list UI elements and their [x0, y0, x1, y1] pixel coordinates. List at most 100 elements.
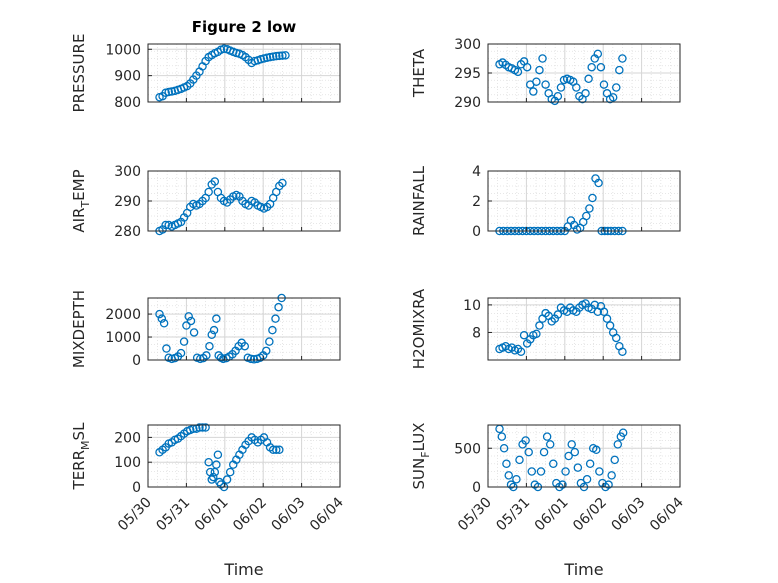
data-point: [179, 337, 189, 346]
data-point: [529, 87, 538, 96]
data-point: [612, 83, 621, 92]
data-point: [268, 325, 277, 335]
y-tick-label: 290: [114, 194, 141, 210]
y-tick-label: 200: [114, 430, 141, 446]
x-tick-label: 06/03: [269, 495, 309, 535]
x-tick-label: 06/02: [230, 495, 270, 535]
y-tick-label: 1000: [105, 330, 141, 346]
data-point: [212, 460, 221, 469]
data-point: [176, 348, 186, 358]
data-point: [268, 52, 278, 61]
data-point: [535, 65, 544, 75]
y-tick-label: 100: [114, 455, 141, 471]
data-point: [513, 67, 523, 77]
data-point: [618, 54, 627, 63]
data-point: [618, 347, 627, 356]
data-point: [618, 428, 628, 437]
data-point: [558, 480, 567, 489]
data-point: [535, 321, 544, 330]
x-tick-label: 06/04: [647, 494, 687, 534]
data-point: [506, 480, 516, 489]
subplot-5: 0 1000 2000 MIXDEPTH: [70, 290, 341, 369]
data-point: [588, 193, 597, 203]
x-tick-label: 06/01: [532, 495, 572, 535]
data-point: [581, 89, 590, 98]
y-tick-label: 0: [472, 224, 481, 240]
axes-box: [147, 43, 341, 103]
axes-box: [487, 424, 681, 488]
data-point: [585, 204, 594, 213]
y-tick-label: 2000: [105, 307, 141, 323]
data-point: [249, 355, 259, 364]
data-point: [281, 51, 290, 60]
data-point: [201, 423, 210, 432]
data-point: [222, 475, 232, 484]
data-point: [593, 49, 603, 59]
y-tick-label: 8: [472, 325, 481, 341]
data-point: [612, 333, 621, 343]
axes-box: [147, 297, 341, 361]
data-point: [205, 341, 214, 351]
axes-box: [487, 297, 681, 361]
data-point: [536, 467, 546, 476]
data-point: [159, 319, 169, 328]
data-point: [272, 445, 281, 455]
y-axis-label: PRESSURE: [70, 34, 88, 113]
y-tick-label: 10: [463, 298, 481, 314]
x-axis-label: Time: [223, 560, 263, 579]
data-point: [278, 178, 287, 188]
y-axis-label: AIRTEMP: [70, 169, 92, 232]
y-tick-label: 0: [472, 480, 481, 496]
data-point: [584, 74, 593, 84]
x-tick-label: 06/02: [570, 495, 610, 535]
data-point: [553, 91, 563, 101]
data-point: [587, 62, 596, 72]
x-tick-label: 06/03: [609, 495, 649, 535]
x-tick-label: 05/30: [455, 495, 495, 535]
x-tick-label: 05/31: [493, 495, 533, 535]
y-axis-label: SUNFLUX: [410, 423, 432, 490]
data-point: [246, 354, 256, 364]
data-point: [602, 314, 612, 323]
data-point: [615, 65, 624, 75]
y-tick-label: 295: [454, 66, 481, 82]
y-tick-label: 0: [132, 480, 141, 496]
x-tick-label: 06/01: [192, 495, 232, 535]
data-point: [610, 455, 619, 465]
data-point: [271, 314, 280, 323]
data-point: [274, 302, 283, 312]
x-tick-label: 05/30: [115, 495, 155, 535]
subplot-3: 280 290 300 AIRTEMP: [70, 164, 341, 240]
data-point: [499, 443, 509, 453]
data-point: [189, 328, 199, 337]
y-tick-label: 500: [454, 441, 481, 457]
y-tick-label: 4: [472, 164, 481, 180]
y-tick-label: 1000: [105, 42, 141, 58]
data-point: [204, 457, 213, 467]
data-point: [209, 472, 218, 482]
data-point: [265, 52, 275, 62]
data-point: [155, 309, 164, 319]
data-point: [585, 459, 595, 468]
data-point: [599, 80, 609, 89]
data-point: [157, 314, 167, 323]
data-point: [607, 471, 616, 480]
data-point: [275, 445, 284, 455]
data-point: [195, 423, 204, 432]
data-point: [161, 220, 170, 230]
y-tick-label: 2: [472, 194, 481, 210]
data-point: [522, 62, 532, 72]
data-point: [604, 480, 613, 489]
data-point: [186, 316, 196, 326]
data-point: [502, 459, 511, 468]
data-point: [275, 51, 284, 61]
data-point: [184, 312, 193, 321]
data-point: [213, 450, 223, 460]
data-point: [545, 440, 555, 449]
data-point: [541, 80, 550, 89]
data-point: [164, 87, 173, 97]
data-point: [497, 432, 507, 441]
data-point: [504, 471, 513, 480]
